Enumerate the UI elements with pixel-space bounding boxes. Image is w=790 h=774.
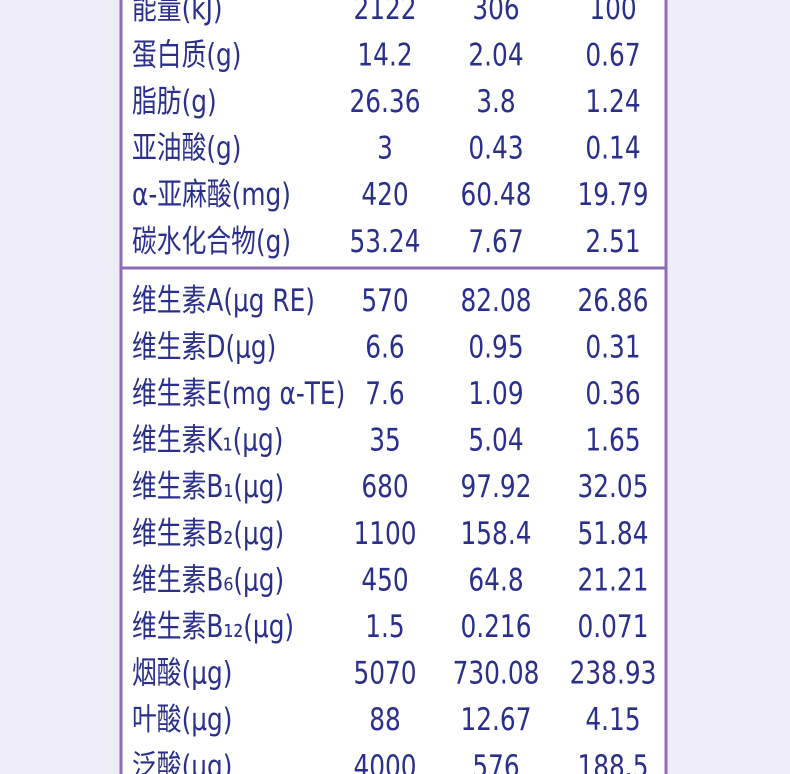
value-per-100kj: 4.15 (585, 702, 640, 738)
value-per-serving: 64.8 (468, 562, 523, 598)
value-per-serving: 7.67 (468, 223, 523, 259)
value-per-100g: 1.5 (365, 608, 404, 644)
value-per-serving: 3.8 (476, 83, 515, 119)
value-per-100kj: 0.071 (578, 608, 649, 644)
value-per-serving: 0.216 (461, 608, 532, 644)
value-per-100kj: 19.79 (578, 177, 649, 213)
value-per-100g: 3 (377, 130, 393, 166)
row-label: 亚油酸(g) (132, 130, 241, 166)
value-per-100g: 570 (361, 282, 408, 318)
value-per-100kj: 0.31 (585, 329, 640, 365)
value-per-100g: 35 (369, 422, 401, 458)
value-per-100kj: 188.5 (578, 748, 649, 774)
value-per-serving: 97.92 (461, 469, 532, 505)
row-label: 泛酸(μg) (132, 748, 232, 774)
value-per-100kj: 32.05 (578, 469, 649, 505)
value-per-100kj: 1.24 (585, 83, 640, 119)
value-per-100g: 2122 (353, 0, 416, 27)
value-per-serving: 2.04 (468, 37, 523, 73)
row-label: 维生素B₆(μg) (132, 562, 284, 598)
value-per-serving: 1.09 (468, 375, 523, 411)
value-per-100g: 420 (361, 177, 408, 213)
row-label: 维生素K₁(μg) (132, 422, 283, 458)
value-per-100g: 7.6 (365, 375, 404, 411)
value-per-serving: 82.08 (461, 282, 532, 318)
value-per-100kj: 26.86 (578, 282, 649, 318)
row-label: 维生素B₂(μg) (132, 515, 284, 551)
row-label: 碳水化合物(g) (132, 223, 291, 259)
value-per-serving: 730.08 (453, 655, 540, 691)
value-per-100kj: 0.67 (585, 37, 640, 73)
value-per-serving: 0.43 (468, 130, 523, 166)
value-per-100g: 4000 (353, 748, 416, 774)
row-label: 维生素E(mg α-TE) (132, 375, 345, 411)
value-per-100g: 88 (369, 702, 401, 738)
table-cells: 能量(kJ) 2122 306 100 蛋白质(g) 14.2 2.04 0.67 脂肪(g) 2… (132, 0, 656, 774)
value-per-100g: 26.36 (350, 83, 421, 119)
value-per-100kj: 51.84 (578, 515, 649, 551)
value-per-serving: 576 (472, 748, 519, 774)
value-per-100kj: 21.21 (578, 562, 649, 598)
value-per-100g: 680 (361, 469, 408, 505)
row-label: 能量(kJ) (132, 0, 223, 27)
value-per-100kj: 0.14 (585, 130, 640, 166)
value-per-100g: 450 (361, 562, 408, 598)
row-label: 维生素A(μg RE) (132, 282, 315, 318)
row-label: α-亚麻酸(mg) (132, 177, 291, 213)
row-label: 维生素B₁₂(μg) (132, 608, 294, 644)
value-per-100kj: 100 (589, 0, 636, 27)
value-per-100kj: 1.65 (585, 422, 640, 458)
row-label: 脂肪(g) (132, 83, 217, 119)
value-per-100g: 14.2 (357, 37, 412, 73)
value-per-serving: 12.67 (461, 702, 532, 738)
value-per-100kj: 2.51 (585, 223, 640, 259)
value-per-100g: 6.6 (365, 329, 404, 365)
value-per-100kj: 0.36 (585, 375, 640, 411)
value-per-serving: 5.04 (468, 422, 523, 458)
row-label: 维生素B₁(μg) (132, 469, 284, 505)
value-per-serving: 0.95 (468, 329, 523, 365)
value-per-serving: 306 (472, 0, 519, 27)
value-per-100g: 1100 (353, 515, 416, 551)
value-per-100g: 5070 (353, 655, 416, 691)
table-panel (120, 0, 667, 774)
row-label: 烟酸(μg) (132, 655, 232, 691)
value-per-serving: 158.4 (461, 515, 532, 551)
row-label: 蛋白质(g) (132, 37, 241, 73)
value-per-100g: 53.24 (350, 223, 421, 259)
row-label: 叶酸(μg) (132, 702, 232, 738)
value-per-serving: 60.48 (461, 177, 532, 213)
row-label: 维生素D(μg) (132, 329, 276, 365)
value-per-100kj: 238.93 (570, 655, 657, 691)
